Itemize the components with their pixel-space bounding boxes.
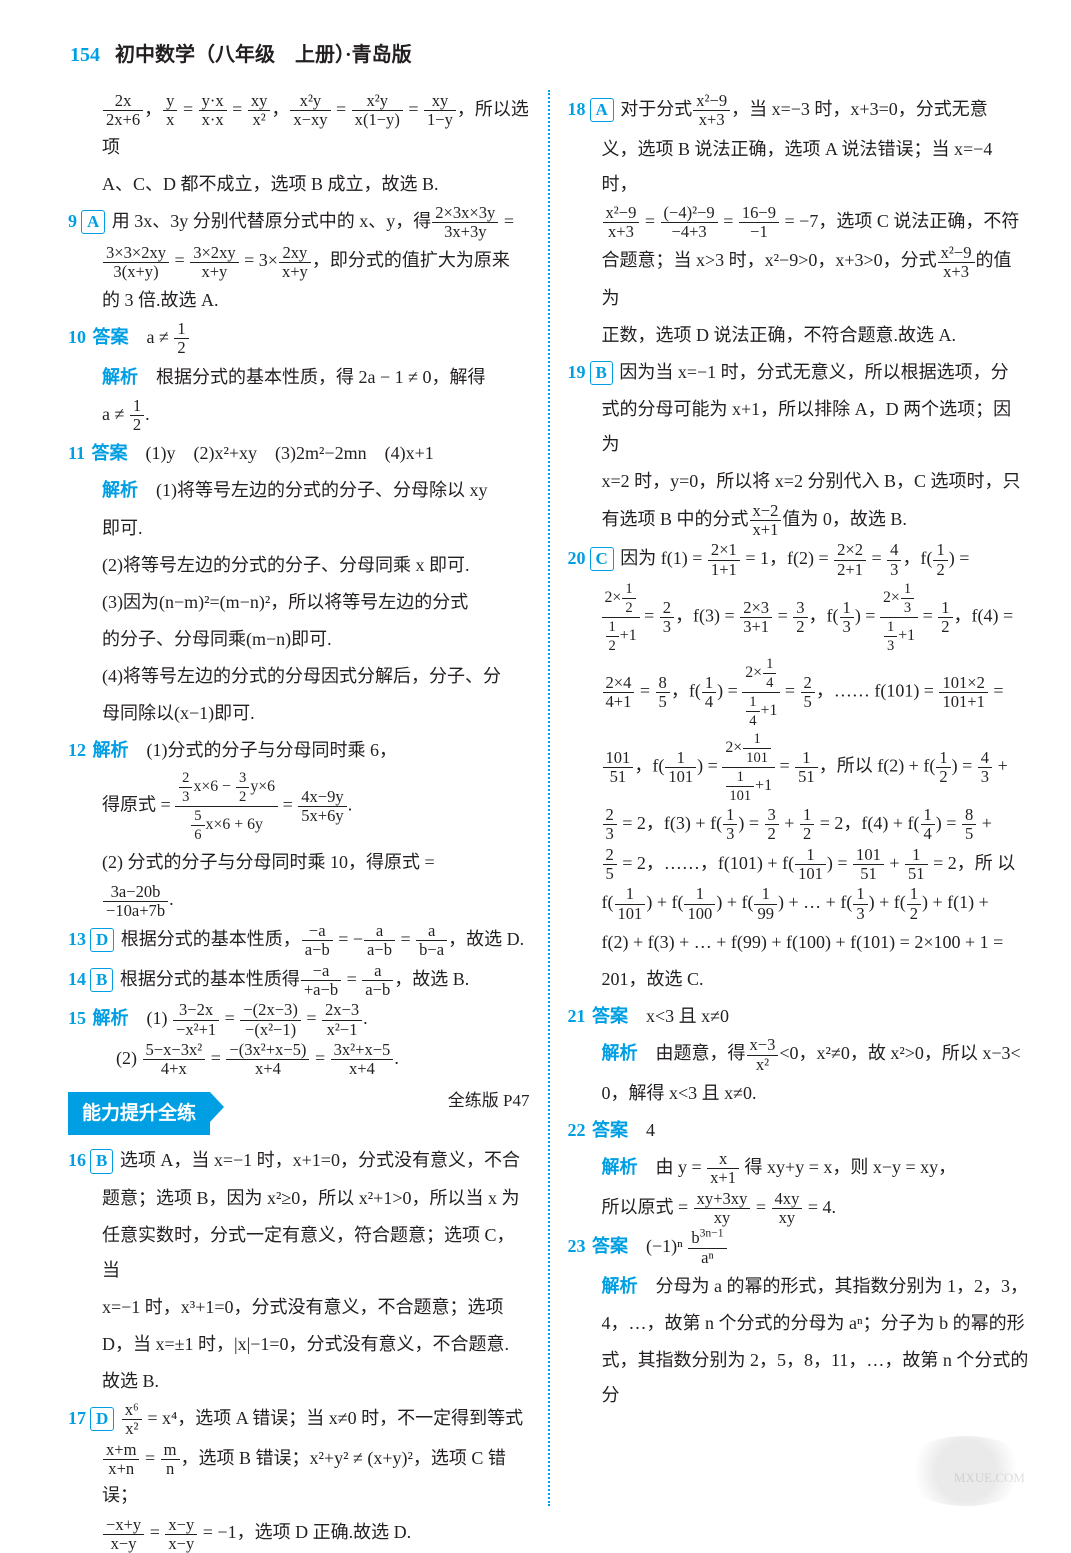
page-header: 154 初中数学（八年级 上册）·青岛版	[70, 38, 412, 67]
qnum: 9	[68, 211, 77, 231]
qnum: 11	[68, 443, 85, 463]
qnum: 10	[68, 327, 86, 347]
q16: 16B 选项 A，当 x=−1 时，x+1=0，分式没有意义，不合	[68, 1143, 530, 1178]
text-line: 得原式 = 23x×6 − 32y×656x×6 + 6y = 4x−9y5x+…	[68, 770, 530, 843]
text-line: 3a−20b−10a+7b.	[68, 882, 530, 920]
jx-label: 解析	[102, 367, 138, 387]
q10: 10 答案 a ≠ 12	[68, 320, 530, 358]
q18: 18A 对于分式x²−9x+3，当 x=−3 时，x+3=0，分式无意	[568, 92, 1030, 130]
text-line: x+mx+n = mn，选项 B 错误；x²+y² ≠ (x+y)²，选项 C …	[68, 1441, 530, 1514]
text-line: a ≠ 12.	[68, 397, 530, 435]
q23: 23 答案 (−1)ⁿ b3n−1aⁿ	[568, 1229, 1030, 1267]
q20: 20C 因为 f(1) = 2×11+1 = 1，f(2) = 2×22+1 =…	[568, 541, 1030, 579]
text-line: 23 = 2，f(3) + f(13) = 32 + 12 = 2，f(4) +…	[568, 806, 1030, 844]
text-line: 2x2x+6，yx = y·xx·x = xyx²，x²yx−xy = x²yx…	[68, 92, 530, 165]
text-line: 的分子、分母同乘(m−n)即可.	[68, 622, 530, 657]
text-line: 解析 分母为 a 的幂的形式，其指数分别为 1，2，3，	[568, 1269, 1030, 1304]
text-line: 的 3 倍.故选 A.	[68, 283, 530, 318]
text-line: 3×3×2xy3(x+y) = 3×2xyx+y = 3×2xyx+y，即分式的…	[68, 243, 530, 281]
text-line: 2×44+1 = 85，f(14) = 2×1414+1 = 25，…… f(1…	[568, 656, 1030, 729]
q11: 11 答案 (1)y (2)x²+xy (3)2m²−2mn (4)x+1	[68, 436, 530, 471]
q17: 17D x⁶x² = x⁴，选项 A 错误；当 x≠0 时，不一定得到等式	[68, 1401, 530, 1439]
q13: 13D 根据分式的基本性质，−aa−b = −aa−b = ab−a，故选 D.	[68, 922, 530, 960]
text-line: (3)因为(n−m)²=(m−n)²，所以将等号左边的分式	[68, 585, 530, 620]
column-divider	[548, 90, 550, 1506]
text-line: (2) 分式的分子与分母同时乘 10，得原式 =	[68, 845, 530, 880]
section-banner: 能力提升全练	[68, 1092, 210, 1135]
text-line: 合题意；当 x>3 时，x²−9>0，x+3>0，分式x²−9x+3的值为	[568, 243, 1030, 316]
text-line: 母同除以(x−1)即可.	[68, 696, 530, 731]
text-line: (2)将等号左边的分式的分子、分母同乘 x 即可.	[68, 548, 530, 583]
book-title: 初中数学（八年级 上册）·青岛版	[115, 44, 412, 66]
text-line: 解析 根据分式的基本性质，得 2a − 1 ≠ 0，解得	[68, 360, 530, 395]
q9: 9A 用 3x、3y 分别代替原分式中的 x、y，得2×3x×3y3x+3y =	[68, 204, 530, 242]
answer-label: 答案	[93, 327, 129, 347]
left-column: 2x2x+6，yx = y·xx·x = xyx²，x²yx−xy = x²yx…	[68, 90, 530, 1506]
page-ref: 全练版 P47	[448, 1084, 530, 1117]
section-row: 能力提升全练 全练版 P47	[68, 1084, 530, 1141]
q14: 14B 根据分式的基本性质得−a+a−b = aa−b，故选 B.	[68, 962, 530, 1000]
text-line: 10151，f(1101) = 2×11011101+1 = 151，所以 f(…	[568, 731, 1030, 804]
content-columns: 2x2x+6，yx = y·xx·x = xyx²，x²yx−xy = x²yx…	[68, 90, 1029, 1506]
text-line: x²−9x+3 = (−4)²−9−4+3 = 16−9−1 = −7，选项 C…	[568, 204, 1030, 242]
q19: 19B 因为当 x=−1 时，分式无意义，所以根据选项，分	[568, 355, 1030, 390]
text-line: 解析 由题意，得x−3x²<0，x²≠0，故 x²>0，所以 x−3<	[568, 1036, 1030, 1074]
text-line: (4)将等号左边的分式的分母因式分解后，分子、分	[68, 659, 530, 694]
answer-box: A	[81, 210, 105, 234]
q22: 22 答案 4	[568, 1113, 1030, 1148]
text-line: 即可.	[68, 511, 530, 546]
text-line: 所以原式 = xy+3xyxy = 4xyxy = 4.	[568, 1190, 1030, 1228]
text-line: −x+yx−y = x−yx−y = −1，选项 D 正确.故选 D.	[68, 1515, 530, 1553]
text-line: 25 = 2，……，f(101) + f(1101) = 10151 + 151…	[568, 846, 1030, 884]
text-line: 解析 (1)将等号左边的分式的分子、分母除以 xy	[68, 473, 530, 508]
text-line: 解析 由 y = xx+1 得 xy+y = x，则 x−y = xy，	[568, 1150, 1030, 1188]
text-line: 有选项 B 中的分式x−2x+1值为 0，故选 B.	[568, 502, 1030, 540]
text-line: f(1101) + f(1100) + f(199) + … + f(13) +…	[568, 885, 1030, 923]
text-line: A、C、D 都不成立，选项 B 成立，故选 B.	[68, 167, 530, 202]
q15: 15 解析 (1) 3−2x−x²+1 = −(2x−3)−(x²−1) = 2…	[68, 1001, 530, 1039]
text-line: 2×1212+1 = 23，f(3) = 2×33+1 = 32，f(13) =…	[568, 581, 1030, 654]
q21: 21 答案 x<3 且 x≠0	[568, 999, 1030, 1034]
qnum: 12	[68, 740, 86, 760]
q12: 12 解析 (1)分式的分子与分母同时乘 6，	[68, 733, 530, 768]
page-number: 154	[70, 44, 100, 66]
text-line: (2) 5−x−3x²4+x = −(3x²+x−5)x+4 = 3x²+x−5…	[68, 1041, 530, 1079]
right-column: 18A 对于分式x²−9x+3，当 x=−3 时，x+3=0，分式无意 义，选项…	[568, 90, 1030, 1506]
